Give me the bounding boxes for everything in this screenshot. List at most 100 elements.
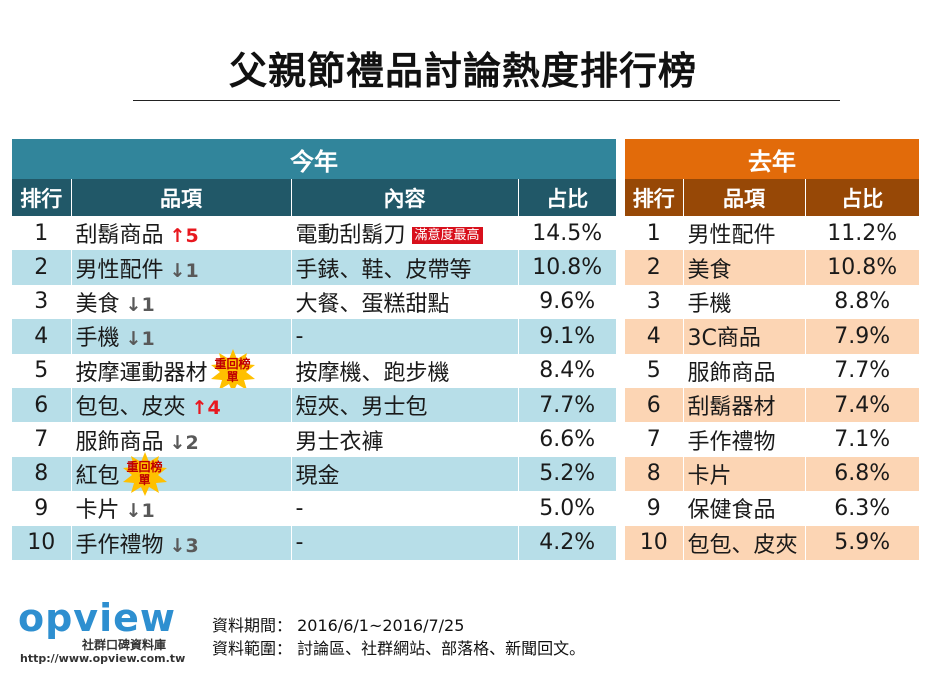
highest-satisfaction-tag: 滿意度最高 (411, 227, 483, 245)
content-cell: - (290, 491, 518, 526)
share-cell: 5.9% (804, 525, 919, 560)
content-label: 手錶、鞋、皮帶等 (295, 257, 472, 283)
item-cell: 按摩運動器材 重回榜單 (70, 348, 291, 393)
item-label: 按摩運動器材 (75, 360, 208, 386)
rank-down-indicator: ↓1 (126, 328, 155, 350)
share-cell: 11.2% (804, 216, 919, 251)
rank-cell: 6 (625, 387, 683, 423)
table-row: 3 美食 ↓1 大餐、蛋糕甜點 9.6% (12, 284, 616, 320)
share-cell: 10.8% (804, 250, 919, 285)
content-cell: 短夾、男士包 (290, 387, 518, 423)
rank-cell: 10 (625, 525, 683, 560)
content-cell: 現金 (290, 456, 518, 492)
arrow-down-icon: ↓ (169, 259, 186, 282)
item-cell: 服飾商品 (682, 353, 805, 388)
table-row: 4 手機 ↓1-9.1% (12, 319, 616, 354)
share-cell: 9.6% (517, 284, 616, 320)
item-label: 刮鬍商品 (75, 223, 164, 249)
data-scope: 資料範圍： 討論區、社群網站、部落格、新聞回文。 (212, 639, 586, 658)
item-cell: 3C商品 (682, 319, 805, 354)
title-divider (133, 100, 840, 101)
column-header-content: 內容 (290, 179, 518, 216)
table-row: 6 包包、皮夾 ↑4 短夾、男士包 7.7% (12, 387, 616, 423)
item-label: 男性配件 (75, 257, 164, 283)
table-row: 2 男性配件 ↓1 手錶、鞋、皮帶等 10.8% (12, 250, 616, 285)
rank-change-value: 1 (141, 328, 155, 351)
rank-down-indicator: ↓1 (126, 294, 155, 316)
starburst-icon (210, 348, 255, 393)
table-row: 5 服飾商品 7.7% (625, 353, 919, 388)
table-row: 5 按摩運動器材 重回榜單 按摩機、跑步機 8.4% (12, 348, 616, 393)
share-cell: 6.3% (804, 491, 919, 526)
content-label: 男士衣褲 (295, 429, 384, 455)
rank-change-value: 5 (185, 225, 199, 248)
share-cell: 7.7% (804, 353, 919, 388)
rank-cell: 9 (34, 495, 49, 521)
arrow-down-icon: ↓ (125, 328, 142, 351)
item-cell: 美食 ↓1 (70, 284, 291, 320)
badge-label: 重回榜單 (214, 356, 251, 384)
rank-cell: 1 (646, 220, 661, 246)
this-year-section-header: 今年 (12, 139, 616, 179)
logo-wordmark: opview (18, 596, 176, 640)
rank-down-indicator: ↓3 (170, 535, 199, 557)
content-label: 電動刮鬍刀 (295, 223, 406, 249)
item-cell: 紅包 重回榜單 (70, 451, 291, 496)
item-cell: 包包、皮夾 (682, 525, 805, 560)
rank-cell: 5 (646, 358, 661, 384)
item-cell: 手機 ↓1 (70, 319, 291, 354)
logo-url: http://www.opview.com.tw (20, 652, 186, 665)
share-cell: 6.6% (517, 422, 616, 457)
table-row: 1 刮鬍商品 ↑5 電動刮鬍刀 滿意度最高 14.5% (12, 216, 616, 251)
rank-cell: 6 (12, 387, 71, 423)
item-label: 紅包 (75, 463, 120, 489)
table-row: 10 包包、皮夾 5.9% (625, 525, 919, 560)
share-cell: 7.9% (804, 319, 919, 354)
share-cell: 7.7% (517, 387, 616, 423)
back-on-list-badge: 重回榜單 (122, 451, 168, 497)
item-cell: 保健食品 (682, 491, 805, 526)
arrow-down-icon: ↓ (125, 293, 142, 316)
item-label: 包包、皮夾 (75, 395, 186, 421)
share-cell: 14.5% (517, 216, 616, 251)
share-cell: 4.2% (517, 525, 616, 560)
item-label: 手機 (75, 326, 120, 352)
rank-change-value: 3 (185, 534, 199, 557)
share-cell: 9.1% (517, 319, 616, 354)
arrow-down-icon: ↓ (169, 431, 186, 454)
content-label: 現金 (295, 463, 340, 489)
arrow-down-icon: ↓ (169, 534, 186, 557)
rank-cell: 10 (12, 525, 71, 560)
table-row: 9 保健食品 6.3% (625, 491, 919, 526)
rank-cell: 9 (646, 495, 661, 521)
item-cell: 服飾商品 ↓2 (70, 422, 291, 457)
share-cell: 7.4% (804, 387, 919, 423)
starburst-icon (122, 451, 167, 496)
rank-cell: 7 (646, 427, 661, 453)
rank-down-indicator: ↓1 (170, 260, 199, 282)
rank-cell: 4 (12, 319, 71, 354)
content-cell: 手錶、鞋、皮帶等 (290, 250, 518, 285)
rank-up-indicator: ↑5 (170, 225, 199, 247)
rank-down-indicator: ↓1 (126, 500, 155, 522)
column-header-share: 占比 (517, 179, 616, 216)
rank-cell: 3 (646, 289, 661, 315)
opview-logo: opview 社群口碑資料庫 http://www.opview.com.tw (18, 596, 185, 665)
rank-down-indicator: ↓2 (170, 432, 199, 454)
rank-cell: 2 (625, 250, 683, 285)
item-cell: 刮鬍商品 ↑5 (70, 216, 291, 251)
rank-change-value: 1 (141, 500, 155, 523)
table-row: 7 服飾商品 ↓2 男士衣褲 6.6% (12, 422, 616, 457)
arrow-down-icon: ↓ (125, 500, 142, 523)
data-period: 資料期間： 2016/6/1~2016/7/25 (212, 616, 465, 635)
item-label: 手作禮物 (75, 532, 164, 558)
item-label: 服飾商品 (75, 429, 164, 455)
rank-cell: 2 (12, 250, 71, 285)
share-cell: 6.8% (804, 456, 919, 492)
content-cell: - (290, 319, 518, 354)
table-row: 9 卡片 ↓1-5.0% (12, 491, 616, 526)
item-label: 卡片 (75, 498, 120, 524)
rank-cell: 8 (12, 456, 71, 492)
content-label: 大餐、蛋糕甜點 (295, 291, 450, 317)
content-cell: 按摩機、跑步機 (290, 353, 518, 388)
